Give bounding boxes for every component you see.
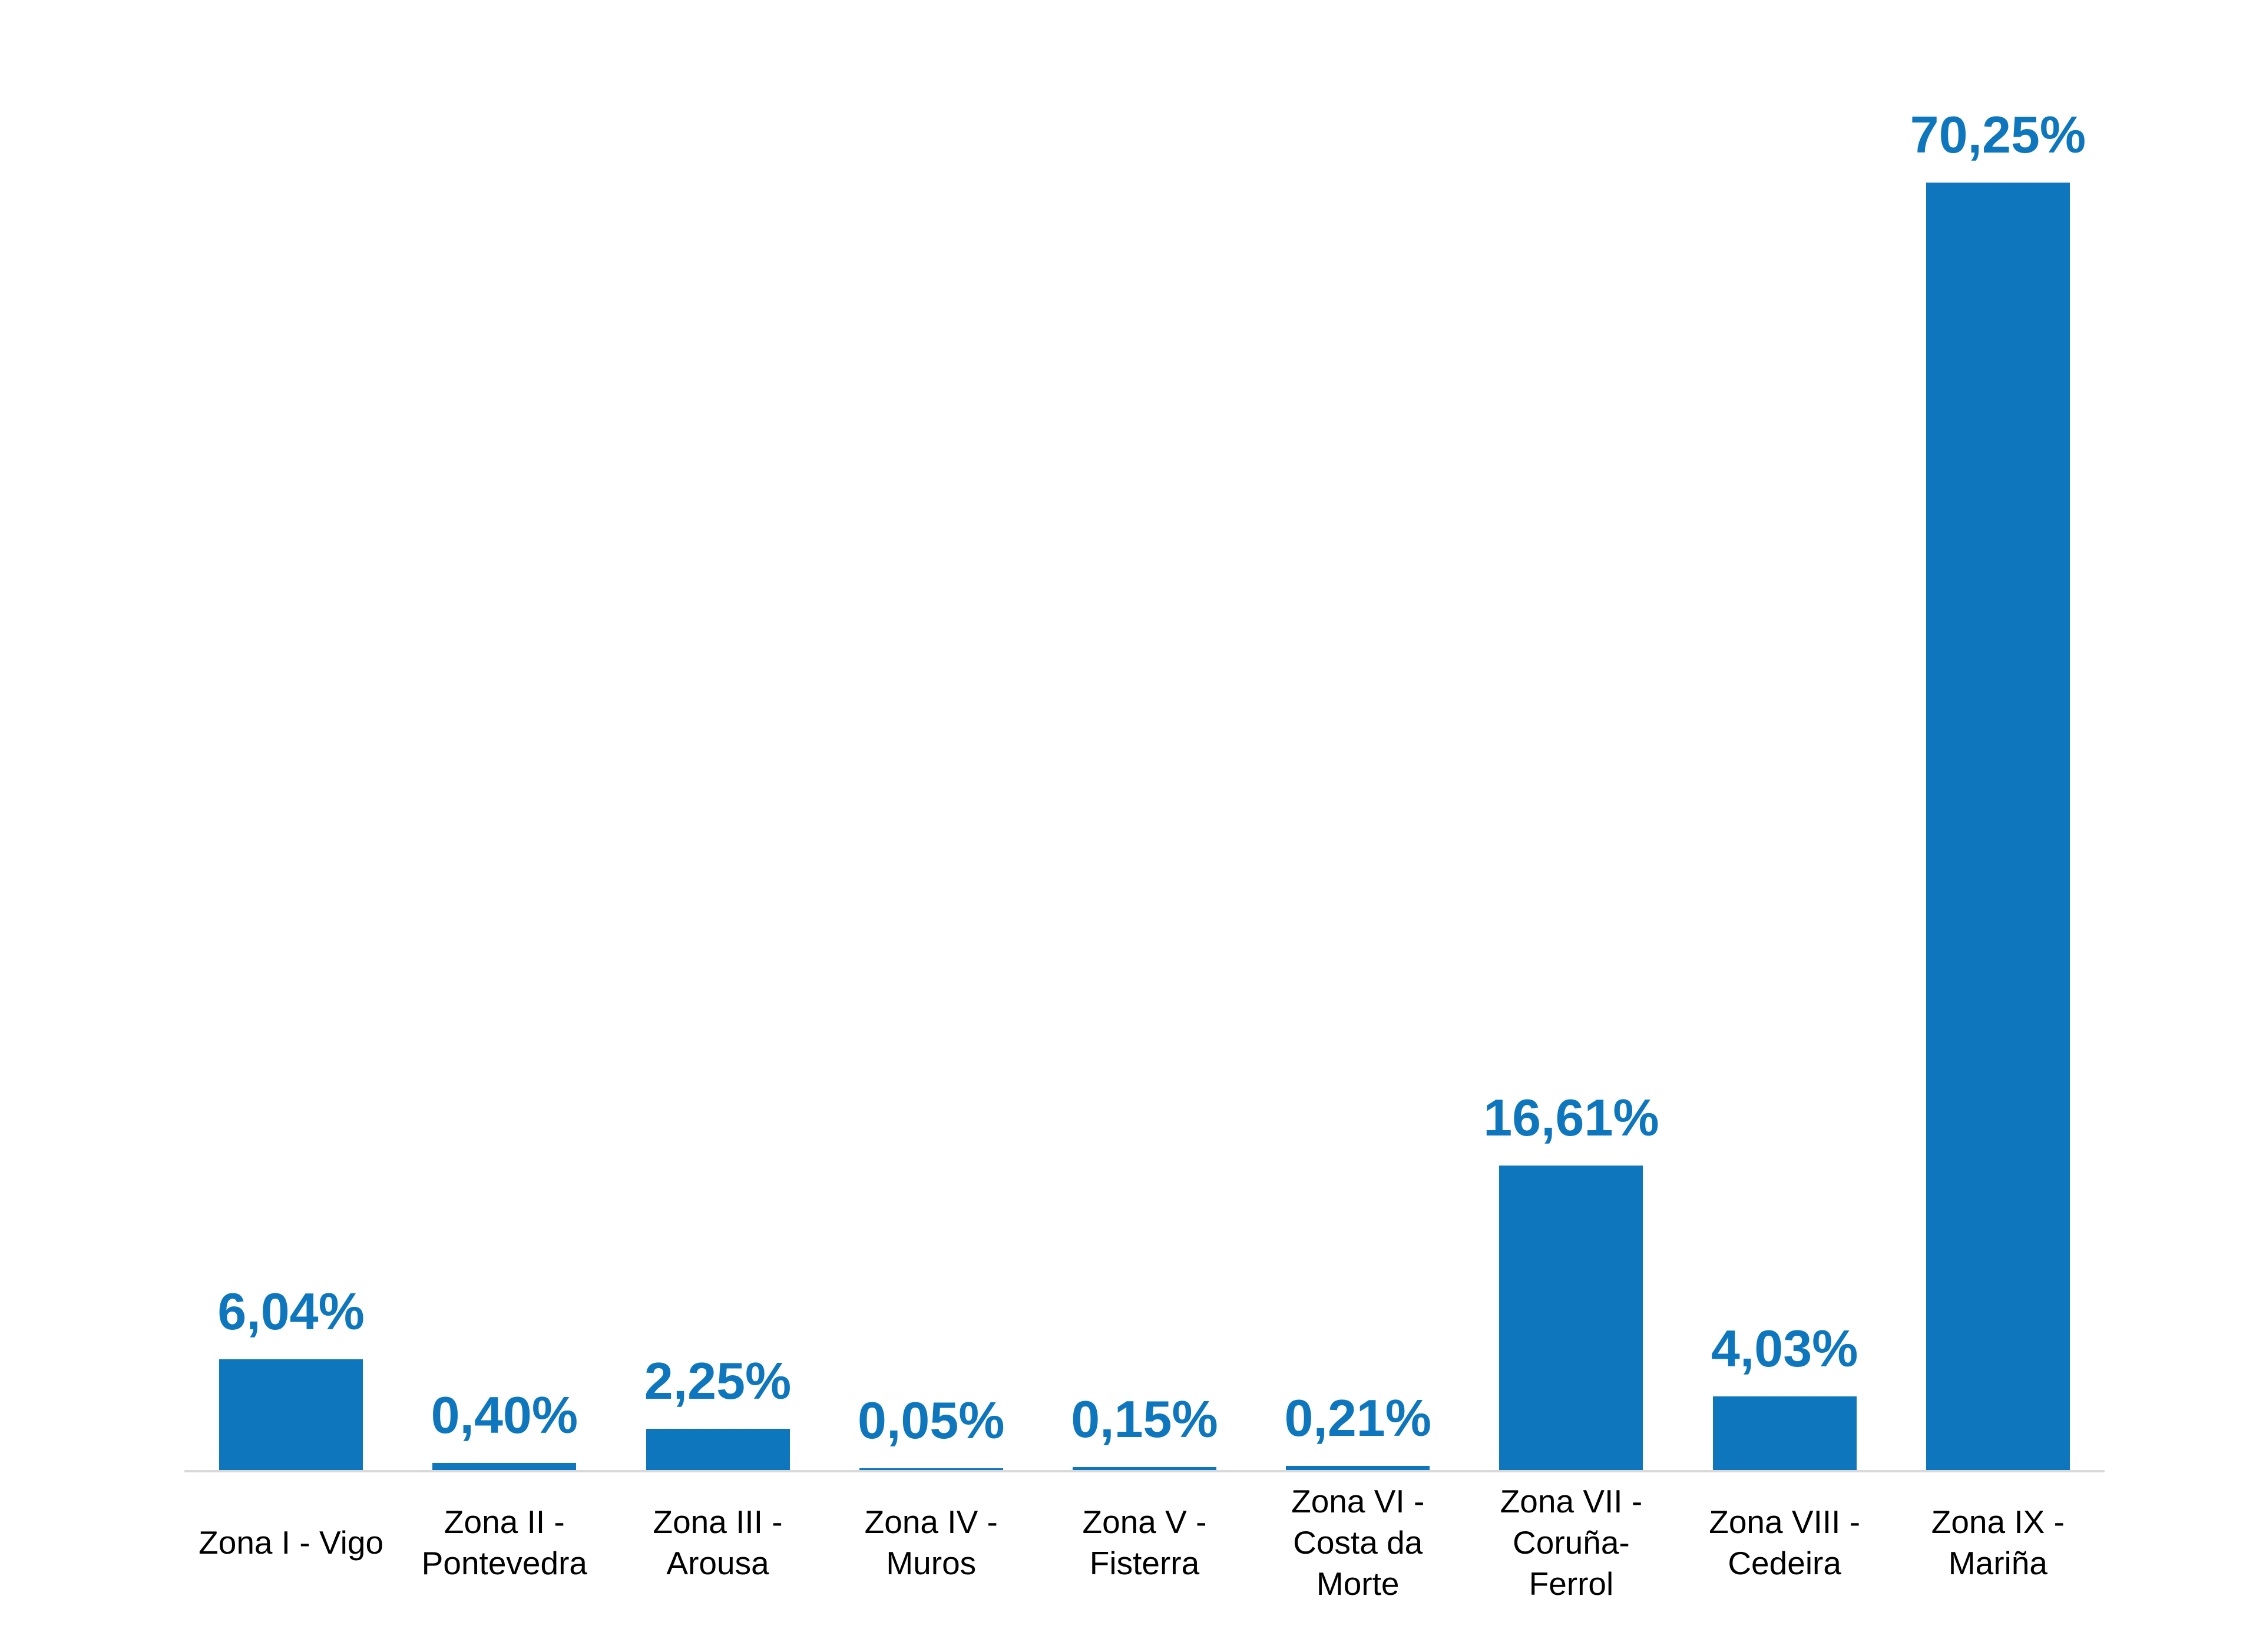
bar[interactable] [1286,1466,1430,1470]
x-axis-labels: Zona I - Vigo Zona II - Pontevedra Zona II… [184,1481,2105,1604]
data-label: 70,25% [1910,105,2086,164]
category-label: Zona IX - Mariña [1931,1504,2065,1581]
bar-group: 70,25% [1891,105,2105,1470]
bar-group: 0,15% [1038,1391,1251,1470]
bar[interactable] [859,1468,1003,1470]
bar-group: 0,40% [398,1386,611,1470]
bar-group: 16,61% [1464,1088,1678,1470]
data-label: 0,40% [431,1386,578,1445]
category-label: Zona IV - Muros [864,1504,998,1581]
category-label: Zona III - Arousa [653,1504,783,1581]
bar[interactable] [1499,1166,1643,1470]
category-label: Zona VIII - Cedeira [1709,1504,1861,1581]
category-label: Zona II - Pontevedra [421,1504,587,1581]
bar[interactable] [1712,1396,1857,1470]
bar-group: 0,05% [825,1392,1038,1470]
category-label: Zona VII - Coruña- Ferrol [1500,1483,1643,1602]
data-label: 0,21% [1284,1389,1431,1448]
bar[interactable] [432,1463,577,1470]
bar-chart: 6,04% 0,40% 2,25% 0,05% 0,15% 0,21% 16,61% 4,03… [184,0,2105,1604]
data-label: 2,25% [644,1352,792,1411]
bar-group: 4,03% [1678,1320,1891,1470]
data-label: 16,61% [1483,1088,1659,1147]
data-label: 6,04% [217,1282,365,1341]
plot-area: 6,04% 0,40% 2,25% 0,05% 0,15% 0,21% 16,61% 4,03… [184,0,2105,1472]
bar[interactable] [646,1429,790,1470]
category-label: Zona I - Vigo [199,1524,384,1561]
bar-group: 0,21% [1251,1389,1464,1470]
bar[interactable] [1072,1467,1216,1470]
data-label: 0,15% [1071,1390,1218,1449]
bar[interactable] [1926,183,2070,1470]
data-label: 0,05% [858,1391,1005,1450]
bar-group: 2,25% [611,1352,824,1470]
bar-group: 6,04% [184,1283,398,1470]
bar[interactable] [219,1359,363,1470]
category-label: Zona VI - Costa da Morte [1291,1483,1425,1602]
data-label: 4,03% [1711,1319,1858,1378]
category-label: Zona V - Fisterra [1082,1504,1207,1581]
